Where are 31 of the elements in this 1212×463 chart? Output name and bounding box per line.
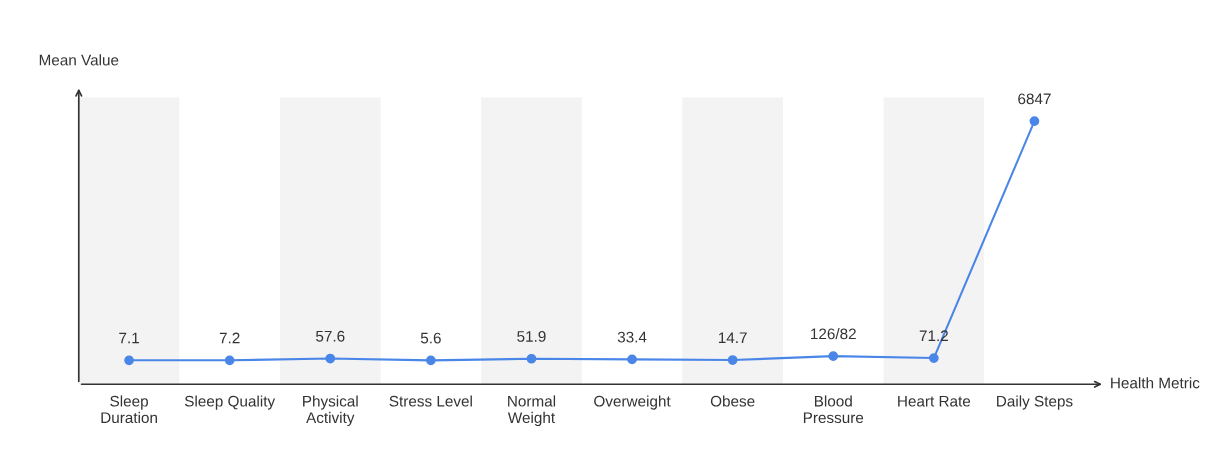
data-label: 33.4: [617, 331, 647, 343]
x-axis-title: Health Metric: [1111, 377, 1200, 389]
point: [124, 355, 134, 366]
x-tick-label: Sleep Quality: [184, 395, 276, 410]
point: [224, 355, 235, 366]
point: [727, 355, 738, 365]
x-tick-label: Heart Rate: [898, 395, 971, 407]
data-label: 6847: [1018, 93, 1051, 105]
point: [928, 353, 939, 363]
data-label: 57.6: [316, 330, 345, 342]
point: [426, 355, 436, 366]
x-tick-label: Blood Pressure: [803, 395, 864, 424]
point: [1029, 116, 1040, 127]
data-label: 14.7: [718, 332, 747, 343]
data-label: 7.1: [119, 332, 139, 344]
x-tick-label: Obese: [710, 395, 755, 407]
x-tick-label: Daily Steps: [997, 395, 1073, 410]
data-label: 5.6: [420, 332, 441, 344]
point: [627, 354, 637, 365]
data-label: 7.2: [219, 332, 240, 344]
x-tick-label: Normal Weight: [507, 395, 556, 427]
point: [325, 353, 336, 364]
x-tick-label: Stress Level: [389, 395, 472, 407]
y-axis-title: Mean Value: [39, 54, 119, 66]
point: [526, 353, 537, 364]
data-label: 51.9: [517, 331, 546, 342]
x-tick-label: Overweight: [594, 395, 671, 410]
x-tick-label: Physical Activity: [303, 395, 358, 427]
x-tick-label: Sleep Duration: [101, 395, 157, 424]
point: [828, 351, 839, 362]
data-label: 126/82: [811, 328, 856, 340]
